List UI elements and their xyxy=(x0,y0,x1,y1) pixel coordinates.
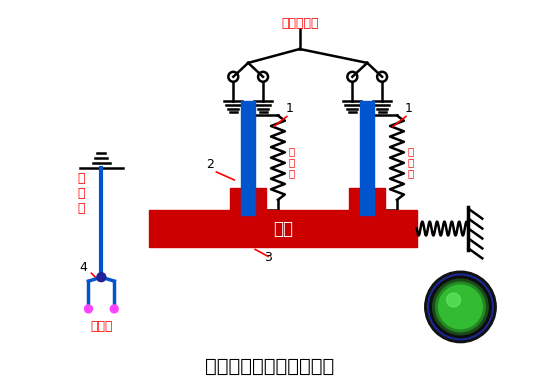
Text: 接电机: 接电机 xyxy=(90,320,113,333)
Text: 热
元
件: 热 元 件 xyxy=(289,146,295,178)
Circle shape xyxy=(425,271,496,343)
Circle shape xyxy=(447,293,460,307)
Circle shape xyxy=(428,274,493,340)
Circle shape xyxy=(97,273,106,282)
Circle shape xyxy=(433,279,488,335)
Text: 热继电器工作原理示意图: 热继电器工作原理示意图 xyxy=(205,357,335,376)
Text: 3: 3 xyxy=(264,251,272,264)
Circle shape xyxy=(436,282,485,332)
Circle shape xyxy=(439,285,482,329)
Text: 4: 4 xyxy=(80,261,87,274)
Text: 导板: 导板 xyxy=(273,220,293,238)
Circle shape xyxy=(110,305,118,313)
Text: 接
电
源: 接 电 源 xyxy=(78,173,85,215)
Bar xyxy=(241,101,255,215)
Bar xyxy=(149,210,417,247)
Text: 1: 1 xyxy=(405,103,413,116)
Text: 热
元
件: 热 元 件 xyxy=(407,146,414,178)
Text: 1: 1 xyxy=(286,103,294,116)
Bar xyxy=(360,101,374,215)
Text: 接电机定子: 接电机定子 xyxy=(281,17,319,30)
Bar xyxy=(230,188,266,210)
Circle shape xyxy=(85,305,92,313)
Bar xyxy=(349,188,385,210)
Circle shape xyxy=(430,276,491,338)
Text: 2: 2 xyxy=(206,158,215,171)
